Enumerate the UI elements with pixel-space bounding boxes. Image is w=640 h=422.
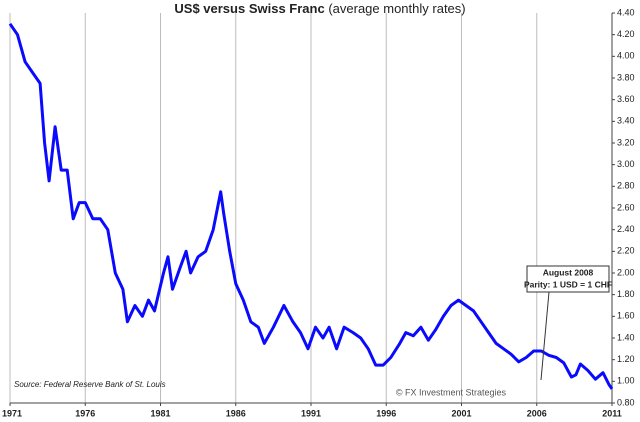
x-tick-label: 1981 (150, 408, 170, 418)
annotation-title: August 2008 (543, 267, 594, 277)
y-tick-label: 1.20 (617, 354, 635, 364)
y-tick-label: 4.40 (617, 7, 635, 17)
x-tick-label: 1986 (226, 408, 246, 418)
annotation-box (526, 265, 610, 293)
chart-title-group: US$ versus Swiss Franc (average monthly … (174, 1, 465, 16)
annotation-arrow (540, 291, 550, 381)
x-tick-label: 2001 (451, 408, 471, 418)
chart-title: US$ versus Swiss Franc (174, 1, 324, 16)
y-tick-label: 0.80 (617, 397, 635, 407)
source-note: Source: Federal Reserve Bank of St. Loui… (14, 380, 166, 389)
y-tick-label: 2.20 (617, 246, 635, 256)
y-tick-label: 2.40 (617, 224, 635, 234)
y-tick-label: 2.60 (617, 202, 635, 212)
x-tick-label: 2011 (602, 408, 622, 418)
annotation-text: Parity: 1 USD = 1 CHF (524, 279, 612, 289)
y-tick-label: 1.00 (617, 376, 635, 386)
series-line (8, 22, 614, 390)
x-tick-label: 1991 (301, 408, 321, 418)
x-tick-label: 1971 (2, 408, 22, 418)
y-tick-label: 1.80 (617, 289, 635, 299)
x-tick-label: 1996 (376, 408, 396, 418)
y-tick-label: 3.20 (617, 137, 635, 147)
y-tick-label: 2.80 (617, 181, 635, 191)
chart-subtitle: (average monthly rates) (328, 1, 465, 16)
y-tick-label: 1.60 (617, 311, 635, 321)
y-tick-label: 4.00 (617, 51, 635, 61)
y-tick-label: 2.00 (617, 267, 635, 277)
x-tick-label: 2006 (527, 408, 547, 418)
y-tick-label: 1.40 (617, 332, 635, 342)
x-tick-label: 1976 (75, 408, 95, 418)
y-tick-label: 3.40 (617, 116, 635, 126)
y-tick-label: 4.20 (617, 29, 635, 39)
y-tick-label: 3.80 (617, 72, 635, 82)
y-tick-label: 3.60 (617, 94, 635, 104)
credit: © FX Investment Strategies (396, 387, 507, 397)
y-tick-label: 3.00 (617, 159, 635, 169)
